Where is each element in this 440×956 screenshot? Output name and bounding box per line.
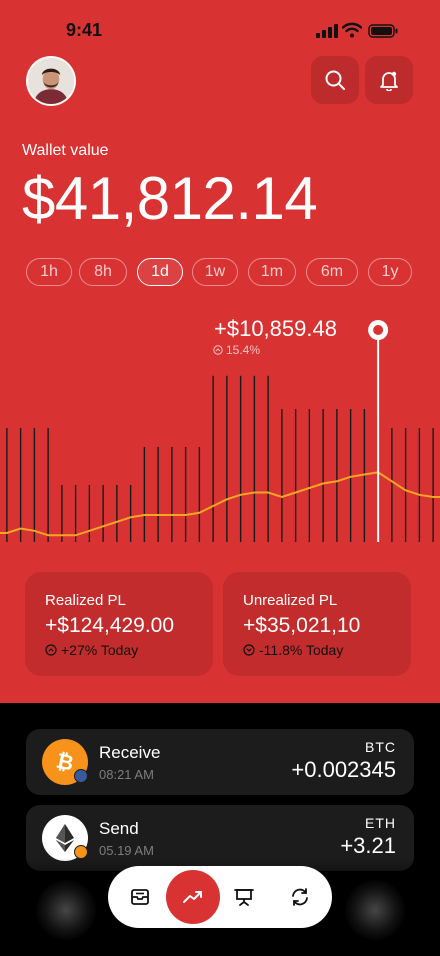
transaction-symbol: ETH [365,815,396,831]
time-range-selector: 1h 8h 1d 1w 1m 6m 1y [26,258,412,288]
transaction-time: 08:21 AM [99,767,154,782]
bottom-navigation [108,866,332,928]
wifi-icon [342,22,362,38]
range-8h[interactable]: 8h [79,258,127,286]
wallet-value-label: Wallet value [22,142,109,159]
unrealized-pl-change-text: -11.8% Today [259,642,344,658]
range-1m[interactable]: 1m [248,258,296,286]
realized-pl-change: +27% Today [45,642,138,658]
svg-text:₿: ₿ [54,749,76,775]
nav-presentation[interactable] [226,879,262,915]
transaction-time: 05.19 AM [99,843,154,858]
range-1h[interactable]: 1h [26,258,72,286]
inbox-icon [131,889,149,905]
range-6m[interactable]: 6m [306,258,358,286]
transaction-row[interactable]: ₿ Receive 08:21 AM BTC +0.002345 [26,729,414,795]
nav-trending[interactable] [166,870,220,924]
search-button[interactable] [311,56,359,104]
crosshair-handle-center [373,325,384,335]
chart-tooltip-amount: +$10,859.48 [214,316,337,341]
realized-pl-value: +$124,429.00 [45,614,175,637]
unrealized-pl-value: +$35,021,10 [243,614,361,637]
chart-tooltip-percent: 15.4% [213,343,260,357]
status-time: 9:41 [66,20,103,40]
chevron-up-circle-icon [213,345,223,355]
wallet-header-panel [0,0,440,703]
unrealized-pl-change: -11.8% Today [243,642,343,658]
unrealized-pl-card[interactable]: Unrealized PL +$35,021,10 -11.8% Today [223,572,411,676]
realized-pl-card[interactable]: Realized PL +$124,429.00 +27% Today [25,572,213,676]
range-1y[interactable]: 1y [368,258,412,286]
transaction-amount: +0.002345 [291,757,396,782]
avatar-portrait [28,58,74,104]
blurred-shortcut-right [345,880,405,940]
range-1d[interactable]: 1d [137,258,183,286]
blurred-shortcut-left [36,880,96,940]
status-bar: 9:41 [0,0,440,60]
chart-tooltip-percent-value: 15.4% [226,343,261,357]
transaction-type: Send [99,819,139,838]
bitcoin-badge-icon [74,845,88,859]
transaction-amount: +3.21 [340,833,396,858]
range-1w[interactable]: 1w [192,258,238,286]
realized-pl-label: Realized PL [45,592,126,609]
unrealized-pl-label: Unrealized PL [243,592,338,609]
bitcoin-glyph-icon: ₿ [54,749,76,775]
search-icon [325,70,345,90]
litecoin-badge-icon [74,769,88,783]
chevron-up-circle-icon [45,644,57,656]
user-avatar[interactable] [26,56,76,106]
notifications-button[interactable] [365,56,413,104]
wallet-value-amount: $41,812.14 [22,165,318,232]
nav-inbox[interactable] [122,879,158,915]
value-line [0,471,440,537]
ethereum-glyph-icon [56,824,74,852]
nav-refresh[interactable] [282,879,318,915]
cellular-signal-icon [316,24,338,38]
realized-pl-change-text: +27% Today [61,642,139,658]
trending-up-icon [183,891,202,903]
battery-icon [368,24,398,38]
transaction-type: Receive [99,743,161,762]
transaction-symbol: BTC [365,739,396,755]
bell-icon [380,71,398,91]
wallet-value-chart[interactable] [0,300,440,550]
presentation-icon [234,889,254,906]
chevron-down-circle-icon [243,644,255,656]
refresh-icon [292,888,308,906]
